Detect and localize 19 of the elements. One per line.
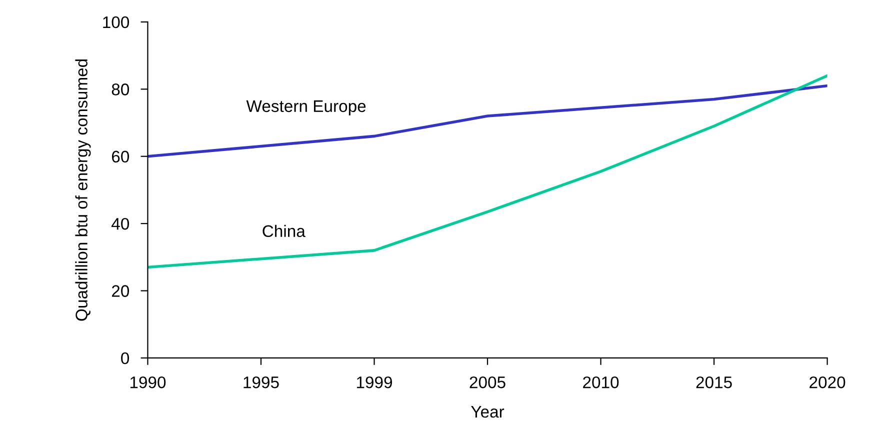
y-tick-label: 0: [121, 352, 130, 364]
series-label: Western Europe: [246, 100, 366, 116]
x-tick-label: 1990: [130, 376, 166, 388]
y-tick-label: 100: [103, 16, 130, 28]
x-tick-label: 1999: [356, 376, 392, 388]
line-series: [148, 84, 828, 158]
x-axis-title: Year: [471, 406, 504, 418]
x-tick-label: 2020: [810, 376, 846, 388]
y-tick-label: 20: [112, 285, 130, 297]
x-tick-label: 1995: [244, 376, 279, 388]
y-axis-title: Quadrillion btu of energy consumed: [75, 59, 91, 321]
x-tick-label: 2015: [696, 376, 732, 388]
series-label: China: [262, 224, 306, 238]
y-tick-label: 60: [112, 150, 130, 163]
x-tick-label: 2005: [470, 376, 506, 388]
x-tick-label: 2010: [583, 376, 619, 388]
y-tick-label: 40: [112, 218, 130, 230]
line-series: [148, 74, 828, 269]
y-tick-label: 80: [112, 84, 130, 96]
